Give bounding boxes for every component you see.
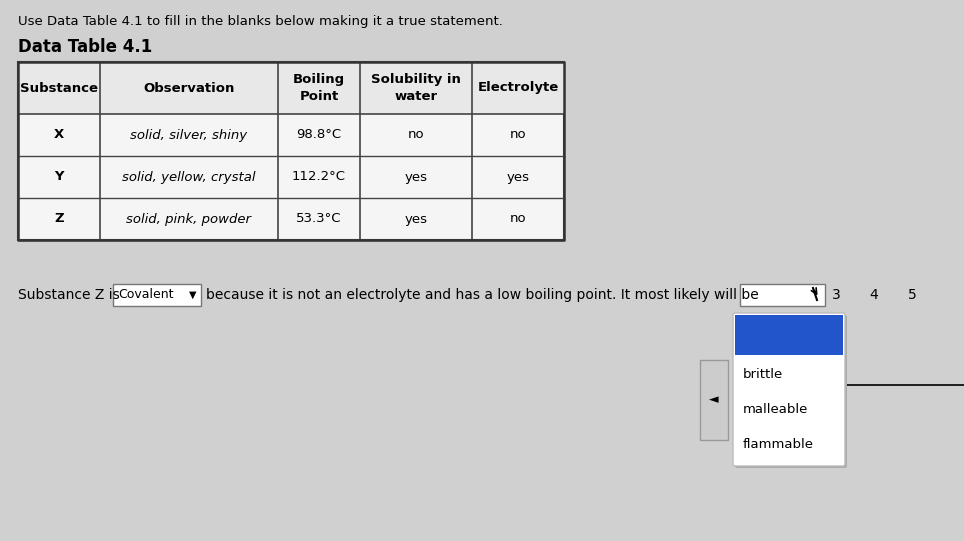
Text: because it is not an electrolyte and has a low boiling point. It most likely wil: because it is not an electrolyte and has… [206, 288, 759, 302]
FancyBboxPatch shape [700, 360, 728, 440]
FancyBboxPatch shape [113, 284, 201, 306]
Text: Observation: Observation [144, 82, 234, 95]
Text: flammable: flammable [743, 438, 814, 451]
Text: Use Data Table 4.1 to fill in the blanks below making it a true statement.: Use Data Table 4.1 to fill in the blanks… [18, 15, 503, 28]
FancyBboxPatch shape [740, 284, 825, 306]
Text: 53.3°C: 53.3°C [296, 213, 342, 226]
Text: Solubility in
water: Solubility in water [371, 74, 461, 102]
Text: 112.2°C: 112.2°C [292, 170, 346, 183]
Text: yes: yes [405, 213, 427, 226]
Text: Substance Z is: Substance Z is [18, 288, 120, 302]
Text: yes: yes [405, 170, 427, 183]
Text: Data Table 4.1: Data Table 4.1 [18, 38, 152, 56]
Text: 4: 4 [870, 288, 878, 302]
FancyBboxPatch shape [735, 315, 843, 355]
FancyBboxPatch shape [18, 62, 564, 114]
Text: 5: 5 [908, 288, 917, 302]
Text: solid, yellow, crystal: solid, yellow, crystal [122, 170, 255, 183]
Text: 98.8°C: 98.8°C [297, 129, 341, 142]
Text: brittle: brittle [743, 368, 783, 381]
Text: Covalent: Covalent [118, 288, 174, 301]
Text: solid, pink, powder: solid, pink, powder [126, 213, 252, 226]
Text: ▼: ▼ [189, 290, 197, 300]
FancyBboxPatch shape [18, 62, 564, 240]
Text: no: no [510, 129, 526, 142]
Text: malleable: malleable [743, 403, 809, 416]
Text: Y: Y [54, 170, 64, 183]
Text: Substance: Substance [20, 82, 98, 95]
Text: Electrolyte: Electrolyte [477, 82, 558, 95]
Text: yes: yes [506, 170, 529, 183]
Text: Boiling
Point: Boiling Point [293, 74, 345, 102]
Text: 3: 3 [832, 288, 841, 302]
Text: no: no [510, 213, 526, 226]
FancyBboxPatch shape [733, 313, 845, 466]
Text: no: no [408, 129, 424, 142]
FancyBboxPatch shape [735, 315, 847, 468]
Text: ◄: ◄ [710, 393, 719, 406]
Text: X: X [54, 129, 65, 142]
Text: solid, silver, shiny: solid, silver, shiny [130, 129, 248, 142]
Text: Z: Z [54, 213, 64, 226]
